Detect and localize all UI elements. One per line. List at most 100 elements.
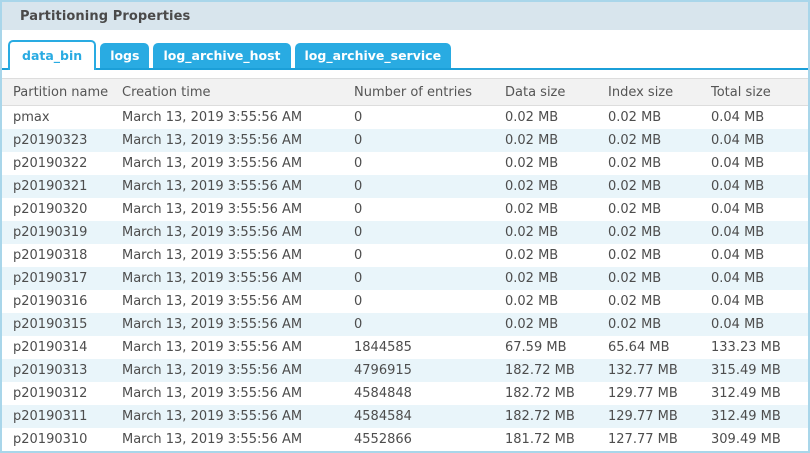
table-cell: p20190318 [13, 248, 88, 263]
table-cell: p20190323 [13, 133, 88, 148]
table-cell: p20190314 [13, 340, 88, 355]
table-cell: 129.77 MB [608, 386, 678, 401]
table-cell: March 13, 2019 3:55:56 AM [122, 340, 303, 355]
tab-logs[interactable]: logs [100, 43, 150, 68]
table-cell: 0.04 MB [711, 248, 765, 263]
table-cell: pmax [13, 110, 50, 125]
tab-log_archive_host[interactable]: log_archive_host [153, 43, 291, 68]
table-cell: 0.02 MB [608, 294, 662, 309]
table-body: pmax March 13, 2019 3:55:56 AM 0 0.02 MB 0.0… [2, 106, 808, 452]
table-cell: 0 [354, 156, 363, 171]
table-cell: 309.49 MB [711, 432, 781, 447]
table-cell: 0.04 MB [711, 271, 765, 286]
table-cell: 67.59 MB [505, 340, 567, 355]
table-cell: 0.02 MB [608, 271, 662, 286]
table-cell: 0 [354, 110, 363, 125]
table-cell: 0.02 MB [505, 179, 559, 194]
table-cell: March 13, 2019 3:55:56 AM [122, 432, 303, 447]
table-cell: 4552866 [354, 432, 412, 447]
panel-title: Partitioning Properties [2, 2, 808, 30]
table-cell: p20190320 [13, 202, 88, 217]
tab-log_archive_service[interactable]: log_archive_service [294, 43, 452, 68]
table-cell: 182.72 MB [505, 409, 575, 424]
table-cell: 0.04 MB [711, 202, 765, 217]
table-cell: 0 [354, 179, 363, 194]
table-row: p20190311 March 13, 2019 3:55:56 AM 458458… [2, 405, 808, 428]
table-row: p20190314 March 13, 2019 3:55:56 AM 184458… [2, 336, 808, 359]
table-row: p20190318 March 13, 2019 3:55:56 AM 0 0.02 … [2, 244, 808, 267]
column-header-creation-time: Creation time [122, 78, 354, 106]
table-cell: 0.04 MB [711, 317, 765, 332]
table-row: p20190315 March 13, 2019 3:55:56 AM 0 0.02 … [2, 313, 808, 336]
table-row: p20190316 March 13, 2019 3:55:56 AM 0 0.02 … [2, 290, 808, 313]
table-cell: 0.02 MB [505, 225, 559, 240]
table-cell: 0 [354, 294, 363, 309]
table-cell: 182.72 MB [505, 386, 575, 401]
tab-strip: data_bin logs log_archive_host log_archi… [2, 40, 808, 70]
table-cell: 0.02 MB [608, 133, 662, 148]
table-cell: 0.02 MB [505, 248, 559, 263]
table-cell: March 13, 2019 3:55:56 AM [122, 271, 303, 286]
table-cell: March 13, 2019 3:55:56 AM [122, 248, 303, 263]
table-cell: 0.02 MB [608, 225, 662, 240]
table-cell: 0.04 MB [711, 133, 765, 148]
table-cell: 1844585 [354, 340, 412, 355]
table-cell: 0.02 MB [505, 133, 559, 148]
table-cell: p20190321 [13, 179, 88, 194]
table-cell: p20190319 [13, 225, 88, 240]
table-row: pmax March 13, 2019 3:55:56 AM 0 0.02 MB 0.0… [2, 106, 808, 130]
table-cell: p20190316 [13, 294, 88, 309]
table-cell: 312.49 MB [711, 386, 781, 401]
table-cell: p20190310 [13, 432, 88, 447]
table-cell: 0.02 MB [608, 248, 662, 263]
table-cell: 0.02 MB [505, 294, 559, 309]
table-row: p20190320 March 13, 2019 3:55:56 AM 0 0.02 … [2, 198, 808, 221]
table-cell: 0.02 MB [608, 202, 662, 217]
table-row: p20190317 March 13, 2019 3:55:56 AM 0 0.02 … [2, 267, 808, 290]
table-cell: 0.02 MB [608, 179, 662, 194]
table-cell: 133.23 MB [711, 340, 781, 355]
table-cell: 4584848 [354, 386, 412, 401]
table-cell: March 13, 2019 3:55:56 AM [122, 133, 303, 148]
column-header-partition-name: Partition name [2, 78, 122, 106]
table-cell: March 13, 2019 3:55:56 AM [122, 409, 303, 424]
table-cell: 0.04 MB [711, 156, 765, 171]
table-row: p20190322 March 13, 2019 3:55:56 AM 0 0.02 … [2, 152, 808, 175]
table-cell: 4584584 [354, 409, 412, 424]
table-cell: 182.72 MB [505, 363, 575, 378]
partitions-table: Partition name Creation time Number of e… [2, 78, 808, 451]
table-cell: p20190312 [13, 386, 88, 401]
table-cell: 0.02 MB [608, 317, 662, 332]
table-row: p20190319 March 13, 2019 3:55:56 AM 0 0.02 … [2, 221, 808, 244]
table-cell: 0.02 MB [608, 156, 662, 171]
table-cell: March 13, 2019 3:55:56 AM [122, 202, 303, 217]
table-cell: March 13, 2019 3:55:56 AM [122, 294, 303, 309]
table-cell: 0 [354, 271, 363, 286]
column-header-index-size: Index size [608, 78, 711, 106]
table-cell: March 13, 2019 3:55:56 AM [122, 156, 303, 171]
table-cell: 0 [354, 202, 363, 217]
table-header-row: Partition name Creation time Number of e… [2, 78, 808, 106]
table-cell: 0.04 MB [711, 225, 765, 240]
table-row: p20190321 March 13, 2019 3:55:56 AM 0 0.02 … [2, 175, 808, 198]
tab-data_bin[interactable]: data_bin [8, 40, 97, 70]
table-cell: March 13, 2019 3:55:56 AM [122, 179, 303, 194]
table-row: p20190312 March 13, 2019 3:55:56 AM 458484… [2, 382, 808, 405]
table-cell: 0.04 MB [711, 294, 765, 309]
table-cell: 312.49 MB [711, 409, 781, 424]
table-cell: 0.02 MB [505, 271, 559, 286]
table-cell: March 13, 2019 3:55:56 AM [122, 317, 303, 332]
table-cell: 129.77 MB [608, 409, 678, 424]
table-row: p20190310 March 13, 2019 3:55:56 AM 455286… [2, 428, 808, 451]
table-cell: 0.02 MB [505, 317, 559, 332]
table-cell: 0 [354, 225, 363, 240]
table-row: p20190313 March 13, 2019 3:55:56 AM 479691… [2, 359, 808, 382]
table-cell: 65.64 MB [608, 340, 670, 355]
table-cell: 0 [354, 317, 363, 332]
table-cell: March 13, 2019 3:55:56 AM [122, 363, 303, 378]
table-cell: 0.02 MB [505, 202, 559, 217]
table-cell: p20190313 [13, 363, 88, 378]
table-cell: 315.49 MB [711, 363, 781, 378]
column-header-number-of-entries: Number of entries [354, 78, 505, 106]
